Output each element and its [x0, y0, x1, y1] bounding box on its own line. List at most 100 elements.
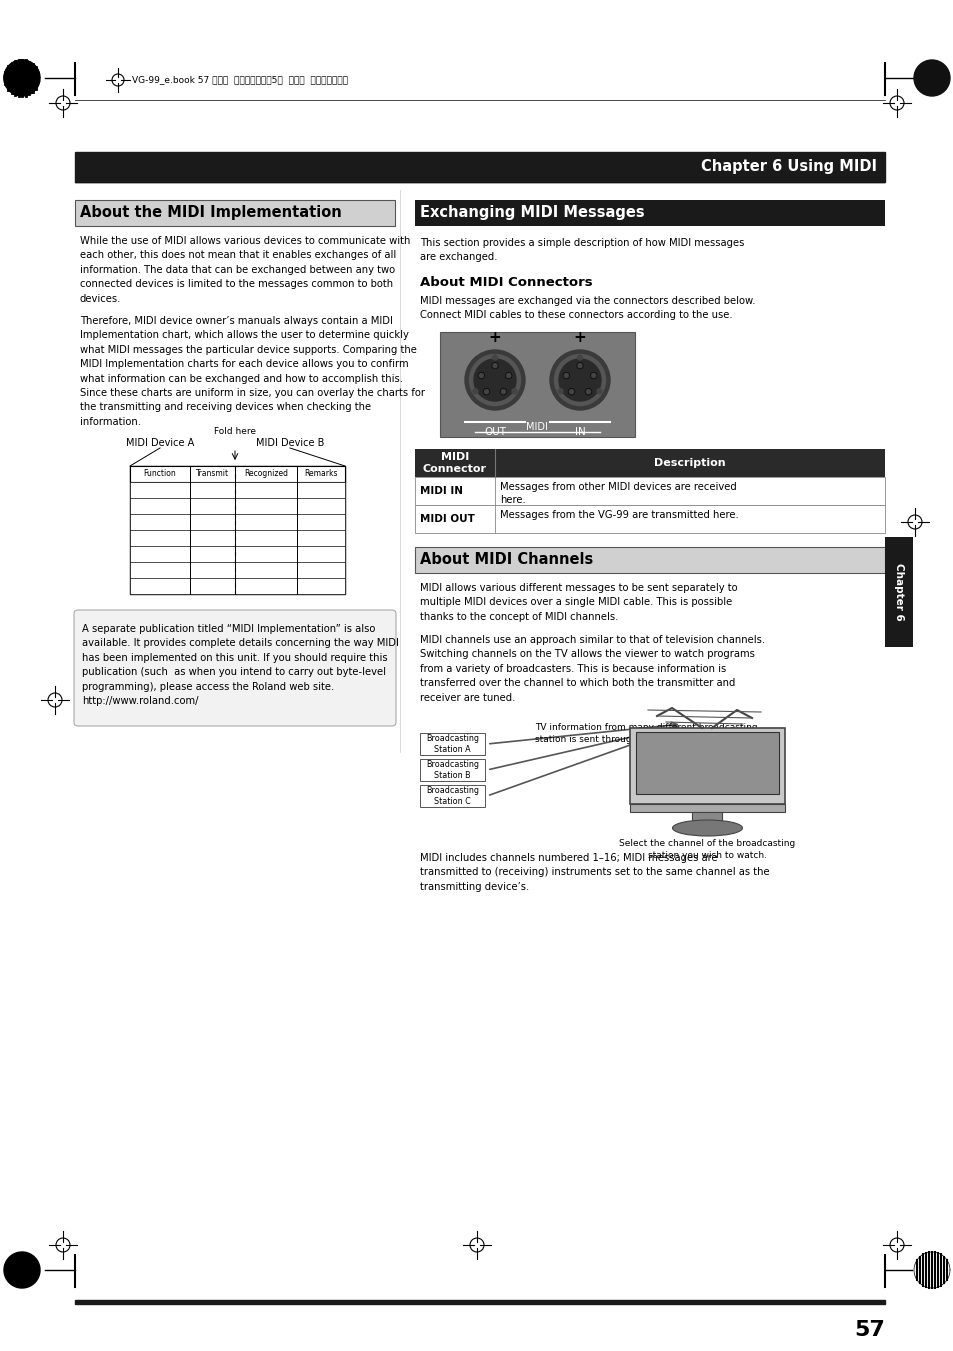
Text: Fold here: Fold here — [213, 427, 255, 436]
Text: A separate publication titled “MIDI Implementation” is also
available. It provid: A separate publication titled “MIDI Impl… — [82, 624, 398, 707]
Bar — [130, 466, 345, 482]
Polygon shape — [5, 74, 39, 76]
Polygon shape — [4, 1252, 40, 1288]
Text: 57: 57 — [853, 1320, 884, 1340]
Circle shape — [493, 363, 497, 367]
Text: TV information from many different broadcasting
station is sent through an anten: TV information from many different broad… — [535, 723, 757, 744]
Text: Chapter 6: Chapter 6 — [893, 563, 903, 621]
Circle shape — [4, 59, 40, 96]
Text: Chapter 6 Using MIDI: Chapter 6 Using MIDI — [700, 159, 876, 174]
Polygon shape — [6, 86, 38, 88]
Circle shape — [558, 359, 600, 401]
Text: OUT: OUT — [483, 427, 505, 436]
Circle shape — [577, 362, 582, 369]
Circle shape — [913, 59, 949, 96]
Circle shape — [562, 373, 569, 378]
Text: About the MIDI Implementation: About the MIDI Implementation — [80, 205, 341, 220]
Circle shape — [577, 355, 582, 359]
Circle shape — [484, 389, 488, 393]
Circle shape — [564, 373, 568, 377]
Circle shape — [585, 389, 591, 394]
Bar — [415, 477, 884, 505]
Bar — [629, 728, 784, 804]
Text: MIDI includes channels numbered 1–16; MIDI messages are
transmitted to (receivin: MIDI includes channels numbered 1–16; MI… — [419, 852, 769, 892]
Circle shape — [492, 355, 497, 359]
Bar — [130, 466, 345, 594]
Circle shape — [550, 350, 609, 409]
Circle shape — [464, 350, 524, 409]
Text: Broadcasting
Station B: Broadcasting Station B — [426, 761, 478, 780]
Bar — [75, 200, 395, 226]
Text: MIDI: MIDI — [525, 422, 547, 432]
Bar — [75, 1300, 884, 1304]
Circle shape — [501, 389, 505, 393]
Bar — [419, 759, 484, 781]
Circle shape — [505, 373, 511, 378]
Bar — [419, 734, 484, 755]
Text: This section provides a simple description of how MIDI messages
are exchanged.: This section provides a simple descripti… — [419, 238, 743, 262]
Circle shape — [597, 389, 601, 393]
Bar — [130, 562, 345, 578]
Text: +: + — [488, 330, 501, 345]
Polygon shape — [9, 91, 35, 92]
Text: IN: IN — [574, 427, 585, 436]
Text: Therefore, MIDI device owner’s manuals always contain a MIDI
Implementation char: Therefore, MIDI device owner’s manuals a… — [80, 316, 424, 427]
Text: While the use of MIDI allows various devices to communicate with
each other, thi: While the use of MIDI allows various dev… — [80, 236, 410, 304]
Circle shape — [474, 359, 516, 401]
Circle shape — [558, 389, 562, 393]
Text: Exchanging MIDI Messages: Exchanging MIDI Messages — [419, 205, 644, 220]
Polygon shape — [913, 1252, 949, 1288]
Bar — [130, 578, 345, 594]
Bar — [629, 804, 784, 812]
Text: About MIDI Connectors: About MIDI Connectors — [419, 276, 592, 289]
Text: VG-99_e.book 57 ページ  ２００７年７月5日  木曜日  午前９時２２分: VG-99_e.book 57 ページ ２００７年７月5日 木曜日 午前９時２２… — [132, 76, 348, 85]
Circle shape — [478, 373, 483, 377]
Circle shape — [578, 363, 581, 367]
Circle shape — [506, 373, 510, 377]
Bar — [415, 200, 884, 226]
Text: Remarks: Remarks — [304, 470, 337, 478]
Polygon shape — [4, 59, 40, 96]
Circle shape — [554, 354, 605, 405]
Circle shape — [473, 389, 477, 393]
Bar — [130, 499, 345, 513]
Text: MIDI OUT: MIDI OUT — [419, 513, 475, 524]
Text: Function: Function — [144, 470, 176, 478]
Text: MIDI Device B: MIDI Device B — [255, 438, 324, 449]
Text: About MIDI Channels: About MIDI Channels — [419, 553, 593, 567]
Circle shape — [590, 373, 596, 378]
Circle shape — [512, 389, 517, 393]
Text: +: + — [573, 330, 586, 345]
Circle shape — [469, 354, 520, 405]
FancyBboxPatch shape — [74, 611, 395, 725]
Text: Description: Description — [654, 458, 725, 467]
Circle shape — [591, 373, 595, 377]
Bar — [415, 505, 884, 534]
Text: MIDI allows various different messages to be sent separately to
multiple MIDI de: MIDI allows various different messages t… — [419, 584, 737, 621]
Bar — [884, 536, 912, 647]
Bar — [419, 785, 484, 807]
Text: Messages from other MIDI devices are received
here.: Messages from other MIDI devices are rec… — [499, 482, 736, 505]
Bar — [415, 449, 884, 477]
Polygon shape — [5, 82, 39, 84]
Ellipse shape — [672, 820, 741, 836]
Text: MIDI channels use an approach similar to that of television channels.
Switching : MIDI channels use an approach similar to… — [419, 635, 764, 703]
Bar — [130, 530, 345, 546]
Circle shape — [477, 373, 484, 378]
Text: MIDI IN: MIDI IN — [419, 486, 462, 496]
Circle shape — [500, 389, 506, 394]
Text: Messages from the VG-99 are transmitted here.: Messages from the VG-99 are transmitted … — [499, 509, 738, 520]
Text: Recognized: Recognized — [244, 470, 288, 478]
Text: Broadcasting
Station C: Broadcasting Station C — [426, 786, 478, 805]
Polygon shape — [4, 78, 40, 80]
Bar — [130, 513, 345, 530]
Polygon shape — [6, 70, 38, 72]
Bar — [415, 547, 884, 573]
Circle shape — [586, 389, 590, 393]
Text: MIDI
Connector: MIDI Connector — [422, 453, 486, 474]
Text: Select the channel of the broadcasting
station you wish to watch.: Select the channel of the broadcasting s… — [618, 839, 795, 859]
Bar — [130, 482, 345, 499]
Text: MIDI Device A: MIDI Device A — [126, 438, 193, 449]
Circle shape — [483, 389, 489, 394]
Circle shape — [492, 362, 497, 369]
